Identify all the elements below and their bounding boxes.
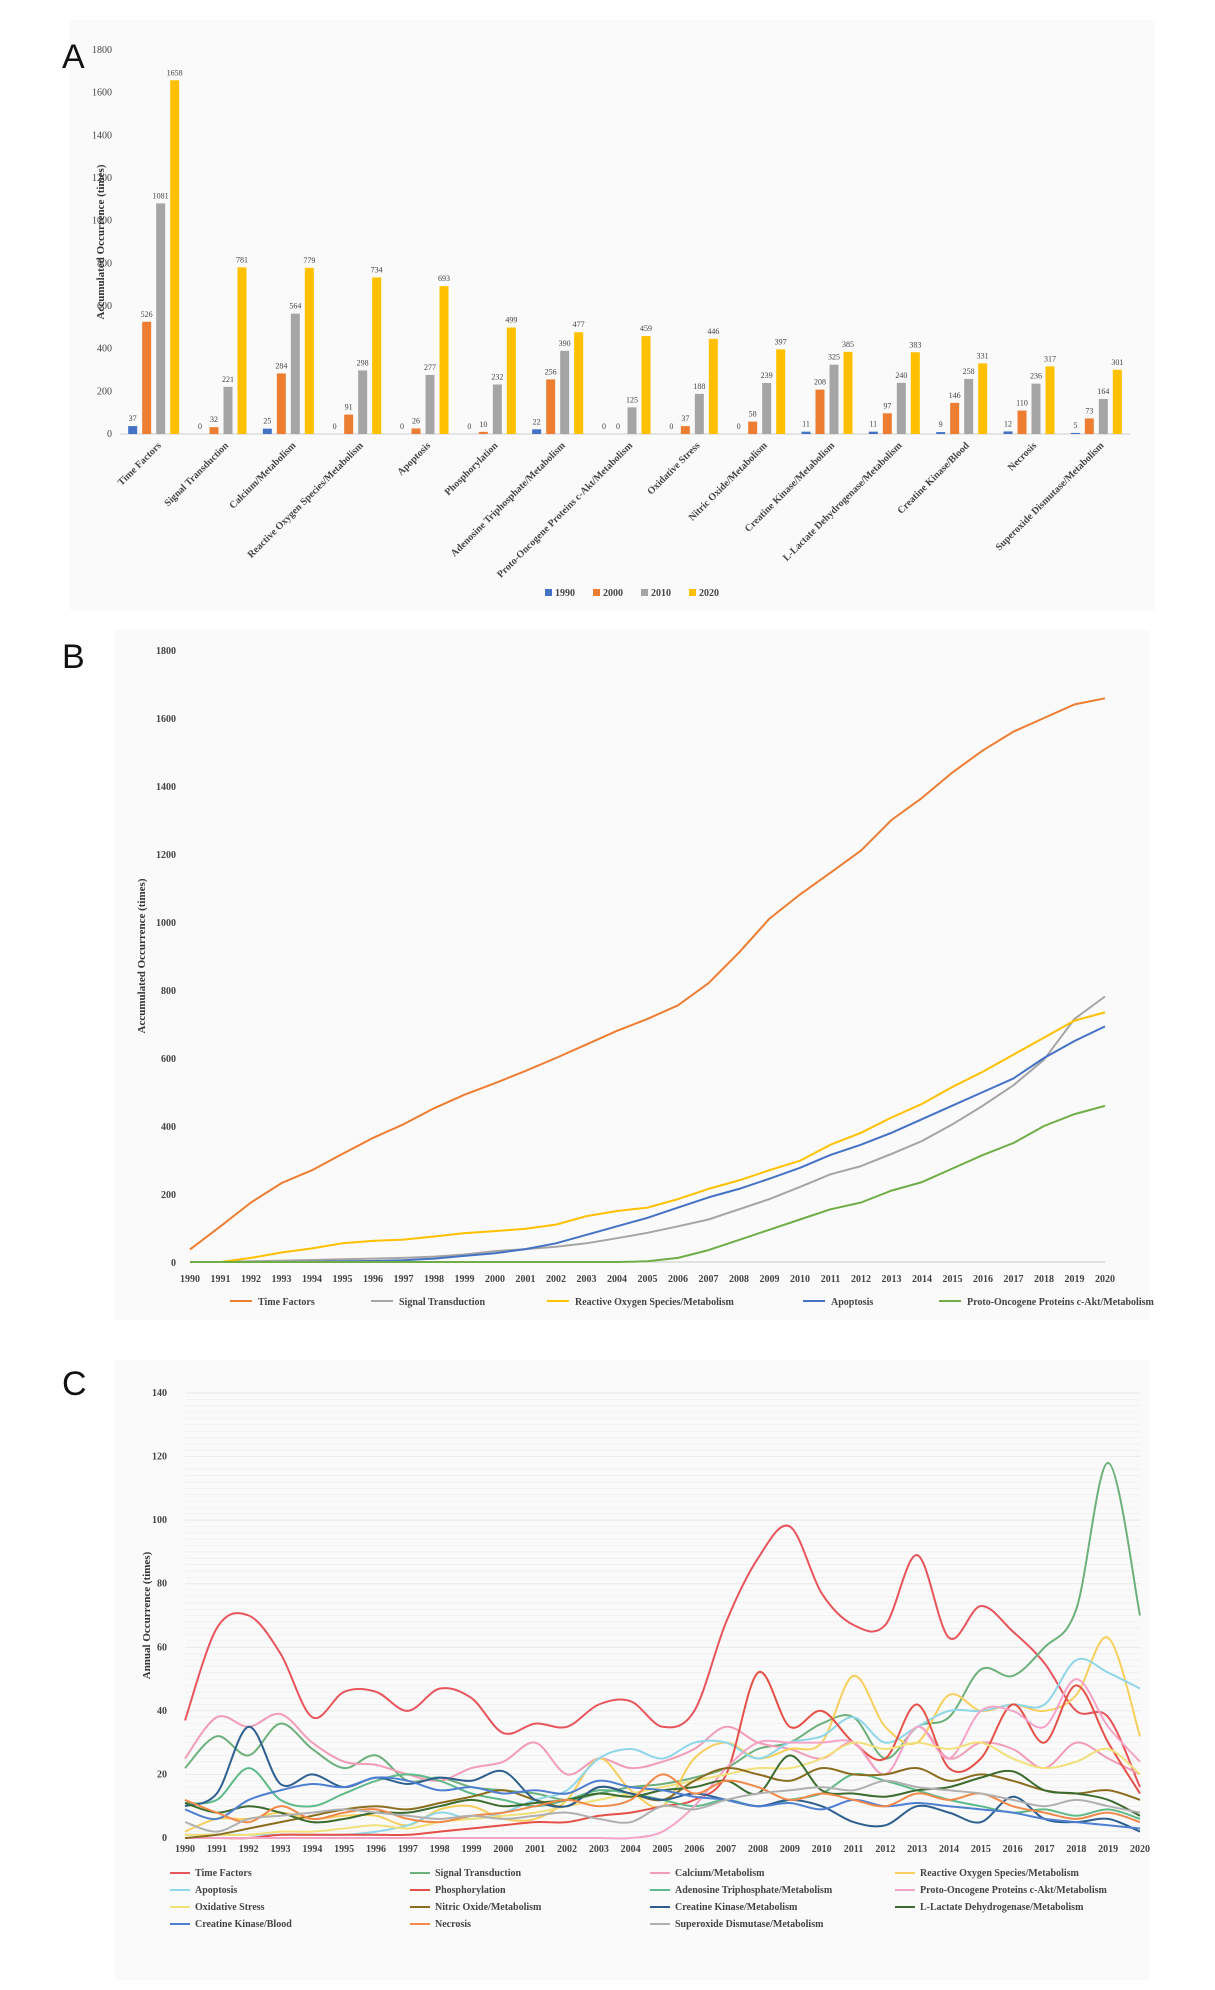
- panel-label-a: A: [62, 38, 85, 76]
- panel-c-background: [115, 1360, 1150, 1980]
- panel-label-b: B: [62, 638, 85, 676]
- panel-b-background: [115, 630, 1150, 1320]
- panel-a-background: [70, 20, 1155, 610]
- panel-label-c: C: [62, 1365, 87, 1403]
